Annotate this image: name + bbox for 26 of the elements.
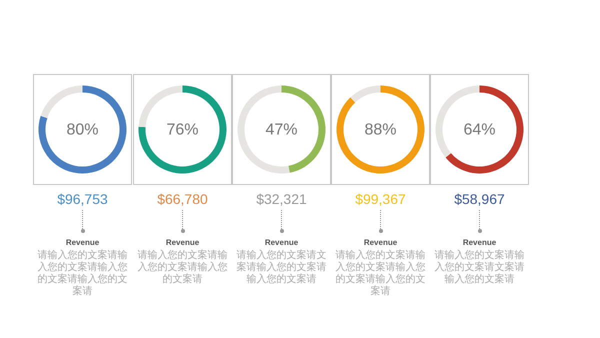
text: Revenue bbox=[462, 237, 498, 248]
text: 请输入您的文案请输入您的文案请输入您的文案请 bbox=[136, 250, 228, 286]
donut-slice bbox=[350, 86, 380, 103]
text: Revenue bbox=[164, 237, 200, 248]
text: Revenue bbox=[362, 237, 398, 248]
text: $66,780 bbox=[156, 190, 209, 208]
text: 请输入您的文案请输入您的文案请输入您的文案请输入您的文案请 bbox=[334, 250, 426, 298]
donut-slice bbox=[40, 86, 82, 118]
text: $96,753 bbox=[56, 190, 109, 208]
data-label: 47% bbox=[265, 122, 298, 138]
donut-slice bbox=[38, 86, 126, 174]
text: $99,367 bbox=[354, 190, 407, 208]
text: 请输入您的文案请输入您的文案请文案请输入您的文案请 bbox=[434, 250, 526, 286]
data-label: 64% bbox=[463, 122, 496, 138]
donut-slice bbox=[446, 86, 524, 174]
text: $58,967 bbox=[453, 190, 506, 208]
text: Revenue bbox=[264, 237, 300, 248]
donut-slice bbox=[336, 86, 424, 174]
text: $32,321 bbox=[255, 190, 308, 208]
donut-slice bbox=[138, 86, 226, 174]
data-label: 76% bbox=[166, 122, 199, 138]
text: Revenue bbox=[64, 237, 100, 248]
data-label: 80% bbox=[66, 122, 99, 138]
text: 请输入您的文案请文案请输入您的文案请输入您的文案请 bbox=[236, 250, 328, 286]
data-label: 88% bbox=[364, 122, 397, 138]
text: 请输入您的文案请输入您的文案请输入您的文案请输入您的文案请 bbox=[36, 250, 128, 298]
